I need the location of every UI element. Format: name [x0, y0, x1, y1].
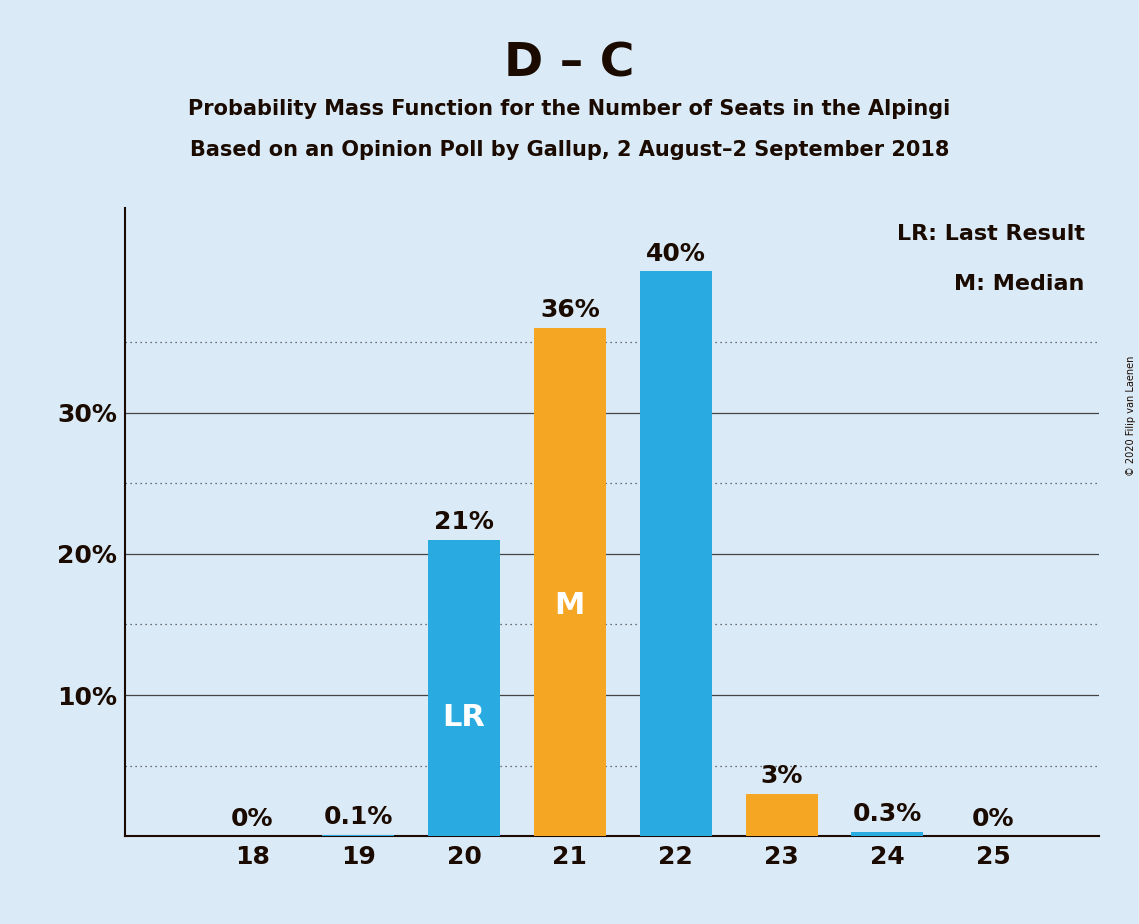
Text: 0.1%: 0.1%	[323, 805, 393, 829]
Text: 0%: 0%	[231, 807, 273, 831]
Bar	[746, 794, 818, 836]
Text: 3%: 3%	[761, 764, 803, 788]
Bar	[322, 834, 394, 836]
Bar	[428, 540, 500, 836]
Text: 0.3%: 0.3%	[853, 802, 923, 826]
Text: D – C: D – C	[505, 42, 634, 87]
Text: Probability Mass Function for the Number of Seats in the Alpingi: Probability Mass Function for the Number…	[188, 99, 951, 119]
Text: 21%: 21%	[434, 510, 494, 534]
Bar	[852, 832, 924, 836]
Text: 40%: 40%	[646, 242, 706, 266]
Bar	[534, 328, 606, 836]
Text: M: M	[555, 590, 585, 620]
Text: Based on an Opinion Poll by Gallup, 2 August–2 September 2018: Based on an Opinion Poll by Gallup, 2 Au…	[190, 140, 949, 160]
Text: © 2020 Filip van Laenen: © 2020 Filip van Laenen	[1125, 356, 1136, 476]
Text: LR: LR	[443, 703, 485, 732]
Text: LR: Last Result: LR: Last Result	[896, 224, 1084, 244]
Text: 0%: 0%	[972, 807, 1015, 831]
Bar	[640, 272, 712, 836]
Text: 36%: 36%	[540, 298, 600, 322]
Text: M: Median: M: Median	[954, 274, 1084, 294]
